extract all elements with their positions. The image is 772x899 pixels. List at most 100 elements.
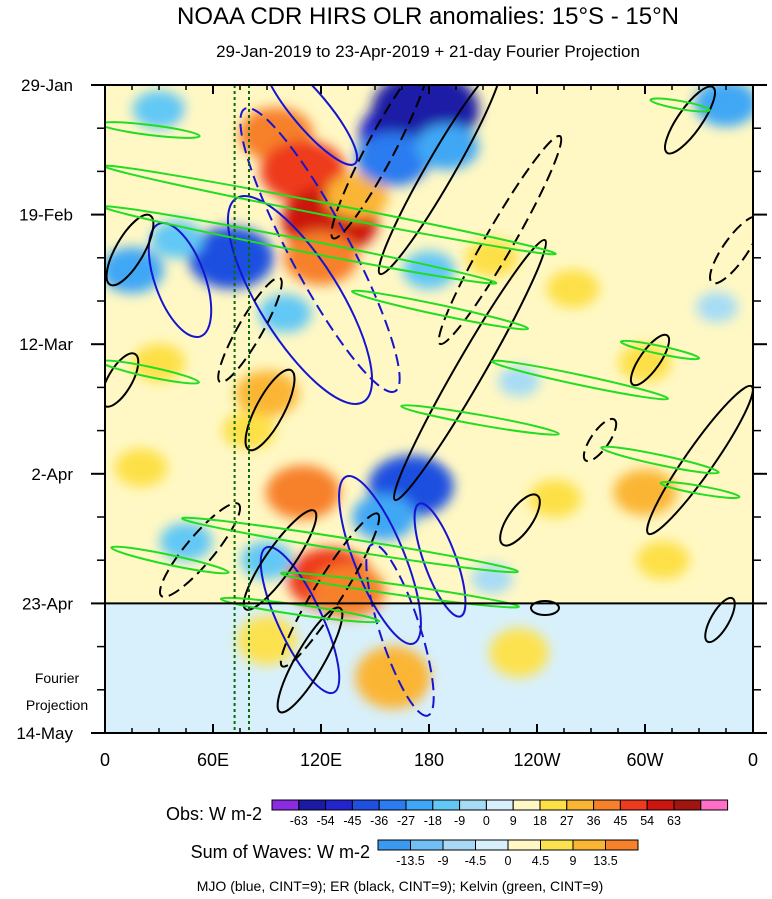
x-tick-label: 180 (414, 750, 444, 770)
chart-subtitle: 29-Jan-2019 to 23-Apr-2019 + 21-day Four… (216, 42, 640, 61)
y-tick-label: 14-May (16, 724, 73, 743)
colorbar-tick-label: 13.5 (593, 854, 617, 868)
anomaly-blob (352, 493, 416, 541)
anomaly-blob (183, 113, 225, 144)
er-contours (105, 85, 753, 714)
y-axis: 29-Jan 19-Feb 12-Mar 2-Apr 23-Apr 14-May (16, 76, 767, 743)
anomaly-blob (696, 292, 738, 323)
colorbar-tick-label: -54 (317, 814, 335, 828)
anomaly-blob (325, 173, 389, 220)
colorbar-tick-label: 18 (533, 814, 547, 828)
x-tick-label: 60E (197, 750, 229, 770)
anomaly-blob (240, 541, 294, 580)
colorbar-tick-label: 0 (505, 854, 512, 868)
colorbar-swatch (619, 799, 648, 811)
anomaly-blob (694, 85, 753, 127)
colorbar-tick-label: -9 (437, 854, 448, 868)
colorbar-tick-label: 45 (613, 814, 627, 828)
colorbar-tick-label: 36 (587, 814, 601, 828)
colorbar-swatch (410, 839, 444, 851)
colorbar-swatch (646, 799, 675, 811)
colorbar-swatch (475, 839, 509, 851)
colorbar-swatch (432, 799, 461, 811)
colorbar-tick-label: 9 (510, 814, 517, 828)
x-axis: 0 60E 120E 180 120W 60W 0 (100, 85, 758, 770)
colorbar-tick-label: 0 (483, 814, 490, 828)
x-tick-label: 0 (748, 750, 758, 770)
colorbar-swatch (593, 799, 621, 811)
anomaly-blob (355, 132, 431, 187)
colorbar-swatch (405, 799, 434, 811)
chart-title: NOAA CDR HIRS OLR anomalies: 15°S - 15°N (177, 3, 679, 30)
anomaly-blob (132, 343, 186, 382)
projection-blob (237, 615, 297, 666)
anomaly-blob (465, 238, 519, 277)
x-tick-label: 0 (100, 750, 110, 770)
colorbar-tick-label: -9 (454, 814, 465, 828)
colorbar-swatch (539, 799, 568, 811)
anomaly-blob (636, 541, 690, 580)
projection-blob (355, 645, 431, 709)
x-tick-label: 120W (513, 750, 560, 770)
y-tick-label: 29-Jan (21, 76, 73, 95)
plot-area (105, 85, 753, 733)
colorbar-tick-label: 9 (570, 854, 577, 868)
colorbar-swatch (298, 799, 327, 811)
anomaly-blob (613, 469, 677, 516)
projection-blob (615, 646, 675, 697)
reference-longitude-lines (233, 85, 250, 733)
colorbar-tick-label: -13.5 (396, 854, 425, 868)
y-tick-label: 23-Apr (22, 594, 73, 613)
projection-blob (147, 652, 207, 703)
y-tick-label: 2-Apr (31, 465, 73, 484)
colorbar-tick-label: -27 (397, 814, 415, 828)
colorbar-swatch (325, 799, 353, 811)
colorbar-swatch (605, 839, 639, 851)
anomaly-blob (570, 427, 612, 459)
anomaly-blob (258, 294, 312, 333)
anomaly-blob (219, 452, 261, 483)
colorbar-swatch (377, 839, 411, 851)
waves-colorbar-label: Sum of Waves: W m-2 (191, 842, 370, 862)
anomaly-blob (132, 90, 186, 129)
obs-colorbar-label: Obs: W m-2 (166, 804, 262, 824)
colorbar-tick-label: 27 (560, 814, 574, 828)
y-tick-label: 12-Mar (19, 335, 73, 354)
anomaly-blob (528, 479, 582, 518)
colorbar-tick-label: -4.5 (465, 854, 487, 868)
projection-label-line-1: Fourier (35, 670, 80, 686)
x-tick-label: 120E (300, 750, 342, 770)
projection-blob (435, 677, 495, 727)
colorbar-swatch (700, 799, 729, 811)
kelvin-contours (105, 97, 741, 624)
colorbar-swatch (442, 839, 476, 851)
colorbar-swatch (572, 839, 606, 851)
colorbar-tick-label: 54 (640, 814, 654, 828)
colorbar-tick-label: 4.5 (532, 854, 549, 868)
projection-label-line-2: Projection (26, 697, 88, 713)
anomaly-blob (444, 427, 486, 459)
colorbar-swatch (512, 799, 541, 811)
anomaly-blob (265, 465, 341, 520)
anomaly-blob (402, 251, 456, 290)
waves-colorbar: Sum of Waves: W m-2 -13.5 -9 -4.5 0 4.5 9 13.5 (191, 839, 639, 868)
colorbar-swatch (271, 799, 300, 811)
colorbar-swatch (566, 799, 595, 811)
y-tick-label: 19-Feb (19, 206, 73, 225)
colorbar-swatch (507, 839, 541, 851)
anomaly-blob (235, 370, 299, 417)
x-tick-label: 60W (626, 750, 663, 770)
colorbar-tick-label: -63 (290, 814, 308, 828)
colorbar-swatch (351, 799, 380, 811)
anomaly-blob (114, 448, 168, 487)
anomaly-field (105, 85, 753, 727)
colorbar-tick-label: 63 (667, 814, 681, 828)
anomaly-blob (546, 269, 600, 308)
projection-blob (489, 628, 549, 678)
colorbar-tick-label: -18 (424, 814, 442, 828)
colorbar-swatch (378, 799, 407, 811)
colorbar-tick-label: -45 (343, 814, 361, 828)
colorbar-tick-label: -36 (370, 814, 388, 828)
colorbar-swatch (459, 799, 487, 811)
